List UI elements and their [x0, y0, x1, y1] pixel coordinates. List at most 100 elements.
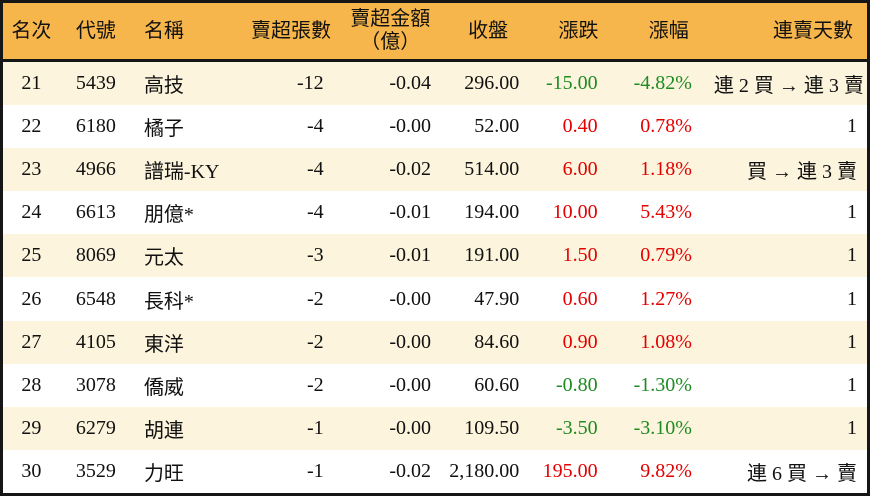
cell-close: 296.00 — [464, 72, 520, 95]
cell-close: 514.00 — [464, 158, 520, 181]
cell-change-pct: 1.18% — [640, 158, 692, 181]
cell-rank: 22 — [21, 115, 42, 138]
cell-name: 胡連 — [143, 419, 184, 442]
cell-rank: 24 — [21, 201, 42, 224]
cell-lots: -1 — [306, 459, 324, 482]
cell-change-pct: 1.27% — [640, 287, 692, 310]
cell-streak: 買 → 連 3 賣 — [747, 161, 857, 184]
table-body: 21 5439 高技 -12 -0.04 296.00 -15.00 -4.82… — [1, 60, 869, 495]
cell-change: 1.50 — [562, 244, 598, 267]
table-row: 23 4966 譜瑞-KY -4 -0.02 514.00 6.00 1.18%… — [1, 148, 869, 192]
table-row: 21 5439 高技 -12 -0.04 296.00 -15.00 -4.82… — [1, 60, 869, 106]
cell-code: 8069 — [75, 244, 116, 267]
cell-rank: 29 — [21, 416, 42, 439]
header-row: 名次 代號 名稱 賣超張數 賣超金額 （億） 收盤 漲跌 漲幅 連賣天數 — [1, 1, 869, 62]
cell-change: 0.90 — [562, 330, 598, 353]
cell-name: 僑威 — [143, 376, 184, 399]
cell-close: 60.60 — [474, 373, 520, 396]
table-row: 25 8069 元太 -3 -0.01 191.00 1.50 0.79% 1 — [1, 234, 869, 278]
cell-code: 6279 — [75, 416, 116, 439]
col-header-rank: 名次 — [1, 1, 60, 62]
cell-rank: 30 — [21, 459, 42, 482]
cell-code: 6548 — [75, 287, 116, 310]
table-row: 24 6613 朋億* -4 -0.01 194.00 10.00 5.43% … — [1, 191, 869, 235]
col-header-name: 名稱 — [131, 1, 245, 62]
cell-name: 譜瑞-KY — [143, 161, 220, 184]
cell-name: 長科* — [143, 290, 194, 313]
cell-streak: 1 — [847, 330, 857, 353]
cell-name: 朋億* — [143, 204, 194, 227]
cell-change: 10.00 — [552, 201, 598, 224]
cell-code: 6180 — [75, 115, 116, 138]
cell-close: 84.60 — [474, 330, 520, 353]
col-header-amount-line1: 賣超金額 — [350, 8, 431, 30]
cell-code: 4966 — [75, 158, 116, 181]
cell-amount: -0.00 — [389, 330, 431, 353]
cell-lots: -4 — [306, 201, 324, 224]
cell-change-pct: -1.30% — [633, 373, 692, 396]
cell-lots: -3 — [306, 244, 324, 267]
cell-streak: 1 — [847, 373, 857, 396]
cell-lots: -1 — [306, 416, 324, 439]
cell-lots: -12 — [296, 72, 324, 95]
cell-name: 力旺 — [143, 462, 184, 485]
cell-lots: -2 — [306, 373, 324, 396]
col-header-amount: 賣超金額 （億） — [337, 1, 443, 62]
cell-change-pct: 0.79% — [640, 244, 692, 267]
cell-rank: 21 — [21, 72, 42, 95]
cell-change: 195.00 — [542, 459, 598, 482]
cell-code: 3078 — [75, 373, 116, 396]
cell-rank: 27 — [21, 330, 42, 353]
cell-close: 194.00 — [464, 201, 520, 224]
col-header-lots: 賣超張數 — [244, 1, 338, 62]
cell-streak: 1 — [847, 201, 857, 224]
cell-close: 47.90 — [474, 287, 520, 310]
cell-code: 6613 — [75, 201, 116, 224]
col-header-close: 收盤 — [442, 1, 534, 62]
cell-amount: -0.00 — [389, 115, 431, 138]
col-header-change: 漲跌 — [533, 1, 624, 62]
cell-code: 4105 — [75, 330, 116, 353]
table-row: 27 4105 東洋 -2 -0.00 84.60 0.90 1.08% 1 — [1, 320, 869, 364]
cell-change: -15.00 — [545, 72, 598, 95]
cell-rank: 26 — [21, 287, 42, 310]
cell-amount: -0.00 — [389, 373, 431, 396]
cell-change: 0.60 — [562, 287, 598, 310]
col-header-code: 代號 — [59, 1, 132, 62]
table-header: 名次 代號 名稱 賣超張數 賣超金額 （億） 收盤 漲跌 漲幅 連賣天數 — [1, 1, 869, 62]
cell-change: 0.40 — [562, 115, 598, 138]
cell-close: 109.50 — [464, 416, 520, 439]
cell-streak: 1 — [847, 115, 857, 138]
cell-code: 5439 — [75, 72, 116, 95]
cell-amount: -0.00 — [389, 416, 431, 439]
cell-change: 6.00 — [562, 158, 598, 181]
cell-lots: -4 — [306, 158, 324, 181]
cell-amount: -0.01 — [389, 201, 431, 224]
col-header-change-pct: 漲幅 — [623, 1, 714, 62]
cell-streak: 1 — [847, 416, 857, 439]
table-row: 22 6180 橘子 -4 -0.00 52.00 0.40 0.78% 1 — [1, 105, 869, 149]
cell-change-pct: -4.82% — [633, 72, 692, 95]
cell-change-pct: 9.82% — [640, 459, 692, 482]
cell-rank: 23 — [21, 158, 42, 181]
cell-close: 52.00 — [474, 115, 520, 138]
cell-name: 橘子 — [143, 118, 184, 141]
cell-change-pct: 5.43% — [640, 201, 692, 224]
cell-close: 191.00 — [464, 244, 520, 267]
cell-lots: -2 — [306, 287, 324, 310]
cell-lots: -4 — [306, 115, 324, 138]
cell-rank: 25 — [21, 244, 42, 267]
cell-amount: -0.02 — [389, 158, 431, 181]
cell-amount: -0.00 — [389, 287, 431, 310]
cell-name: 東洋 — [143, 333, 184, 356]
cell-amount: -0.01 — [389, 244, 431, 267]
cell-streak: 連 6 買 → 賣 — [747, 462, 857, 485]
col-header-amount-line2: （億） — [360, 31, 421, 53]
cell-change-pct: 1.08% — [640, 330, 692, 353]
cell-name: 高技 — [143, 75, 184, 98]
cell-streak: 1 — [847, 244, 857, 267]
cell-amount: -0.04 — [389, 72, 431, 95]
table-row: 28 3078 僑威 -2 -0.00 60.60 -0.80 -1.30% 1 — [1, 363, 869, 407]
